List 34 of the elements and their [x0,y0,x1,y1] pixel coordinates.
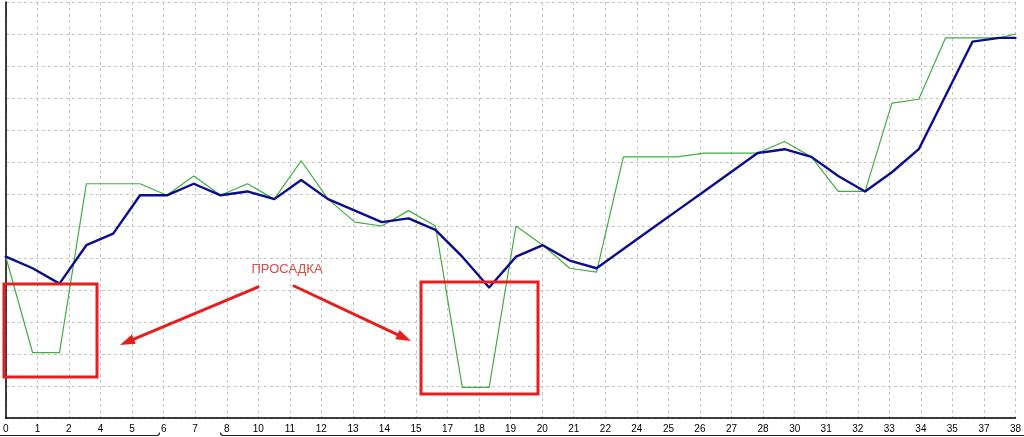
x-tick-label: 19 [505,422,517,434]
x-tick-label: 25 [662,422,675,434]
x-tick-label: 10 [252,422,265,434]
x-tick-label: 38 [1009,422,1022,434]
x-tick-label: 4 [97,422,104,434]
x-tick-label: 24 [631,422,643,434]
x-tick-label: 35 [946,422,959,434]
x-tick-label: 12 [315,422,328,434]
x-tick-label: 0 [3,422,9,434]
x-tick-label: 28 [757,422,770,434]
x-tick-label: 20 [536,422,549,434]
annotation: ПРОСАДКА [251,261,323,276]
x-tick-label: 11 [284,422,296,434]
x-tick-label: 31 [820,422,833,434]
x-tick-label: 34 [915,422,927,434]
x-tick-label: 32 [852,422,864,434]
x-tick-label: 33 [883,422,896,434]
x-tick-label: 15 [410,422,423,434]
x-tick-label: 1 [34,422,41,434]
x-tick-label: 2 [66,422,73,434]
x-tick-label: 7 [192,422,199,434]
x-tick-label: 22 [599,422,612,434]
x-tick-label: 13 [347,422,359,434]
x-tick-label: 18 [473,422,486,434]
x-tick-label: 14 [378,422,391,434]
x-tick-label: 8 [224,422,230,434]
x-tick-label: 37 [978,422,991,434]
x-tick-label: 5 [129,422,136,434]
x-tick-label: 27 [726,422,738,434]
x-tick-label: 30 [789,422,801,434]
x-tick-label: 26 [694,422,706,434]
x-tick-label: 17 [441,422,454,434]
x-tick-label: 6 [160,422,167,434]
x-tick-label: 21 [568,422,580,434]
